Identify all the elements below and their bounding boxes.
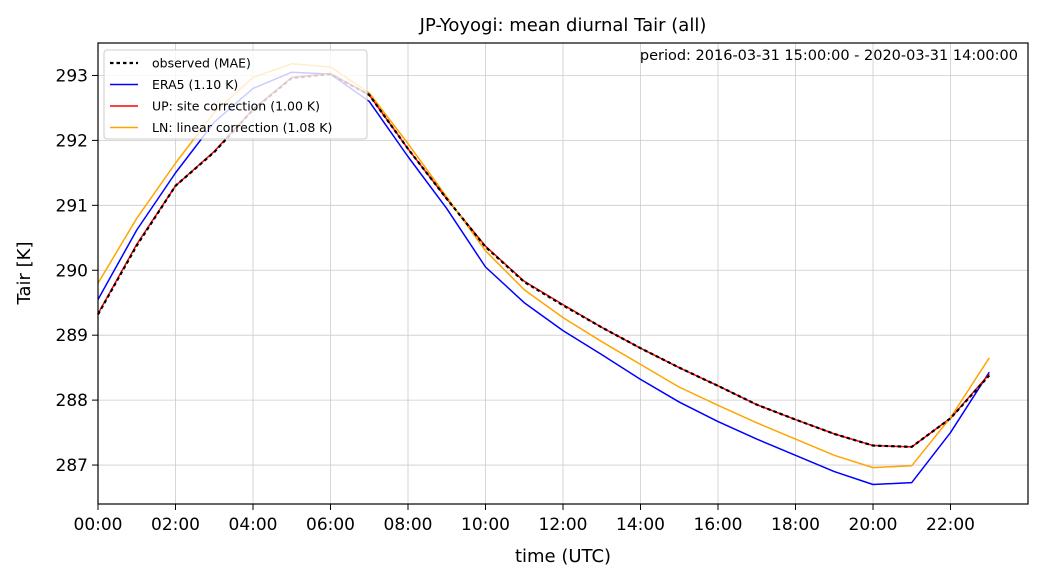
- y-tick-label: 291: [56, 196, 88, 216]
- x-tick-label: 00:00: [74, 515, 123, 535]
- chart-title: JP-Yoyogi: mean diurnal Tair (all): [419, 15, 707, 36]
- x-tick-label: 22:00: [926, 515, 975, 535]
- x-tick-label: 16:00: [694, 515, 743, 535]
- x-tick-label: 04:00: [229, 515, 278, 535]
- y-tick-label: 287: [56, 456, 88, 476]
- legend-box: [103, 49, 368, 140]
- x-tick-label: 02:00: [151, 515, 200, 535]
- y-axis-label: Tair [K]: [14, 241, 35, 305]
- x-tick-label: 12:00: [539, 515, 588, 535]
- y-tick-label: 288: [56, 391, 88, 411]
- y-tick-label: 289: [56, 326, 88, 346]
- x-tick-label: 14:00: [616, 515, 665, 535]
- y-tick-label: 290: [56, 261, 88, 281]
- y-axis-ticks: 287 288 289 290 291 292 293: [56, 66, 98, 476]
- period-annotation: period: 2016-03-31 15:00:00 - 2020-03-31…: [640, 48, 1018, 64]
- x-tick-label: 10:00: [461, 515, 510, 535]
- legend-entry: ERA5 (1.10 K): [152, 77, 238, 92]
- x-tick-label: 06:00: [306, 515, 355, 535]
- x-tick-label: 18:00: [771, 515, 820, 535]
- grid: [97, 43, 1028, 504]
- legend-entry: observed (MAE): [152, 56, 251, 71]
- y-tick-label: 293: [56, 66, 88, 86]
- x-tick-label: 20:00: [849, 515, 898, 535]
- legend: observed (MAE) ERA5 (1.10 K) UP: site corr…: [103, 49, 368, 140]
- x-tick-label: 08:00: [384, 515, 433, 535]
- legend-entry: LN: linear correction (1.08 K): [152, 120, 332, 135]
- x-axis-label: time (UTC): [515, 546, 611, 567]
- x-axis-ticks: 00:00 02:00 04:00 06:00 08:00 10:00 12:00 14:00…: [74, 504, 975, 535]
- legend-entry: UP: site correction (1.00 K): [152, 99, 320, 114]
- y-tick-label: 292: [56, 131, 88, 151]
